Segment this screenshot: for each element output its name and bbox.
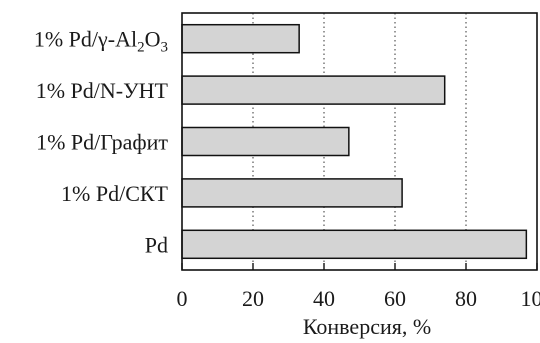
bar [181, 75, 446, 105]
plot-frame [181, 12, 538, 271]
x-tick-label: 0 [177, 286, 188, 311]
category-labels: 1% Pd/γ-Al2O3 1% Pd/N-УНТ 1% Pd/Графит 1% P… [34, 27, 169, 258]
bars [181, 23, 528, 260]
category-label: Pd [145, 232, 168, 257]
bar [181, 178, 403, 208]
category-label: 1% Pd/N-УНТ [36, 78, 169, 103]
bar [181, 23, 300, 54]
x-ticks: 0 20 40 60 80 100 [177, 263, 540, 311]
category-label: 1% Pd/СКТ [61, 181, 169, 206]
bar [181, 126, 350, 157]
x-tick-label: 100 [521, 286, 540, 311]
category-label: 1% Pd/γ-Al2O3 [34, 27, 168, 56]
x-axis-title: Конверсия, % [303, 314, 431, 339]
category-label: 1% Pd/Графит [36, 130, 168, 155]
x-tick-label: 20 [242, 286, 264, 311]
x-tick-label: 80 [455, 286, 477, 311]
x-tick-label: 40 [313, 286, 335, 311]
bar [181, 229, 528, 260]
x-tick-label: 60 [384, 286, 406, 311]
